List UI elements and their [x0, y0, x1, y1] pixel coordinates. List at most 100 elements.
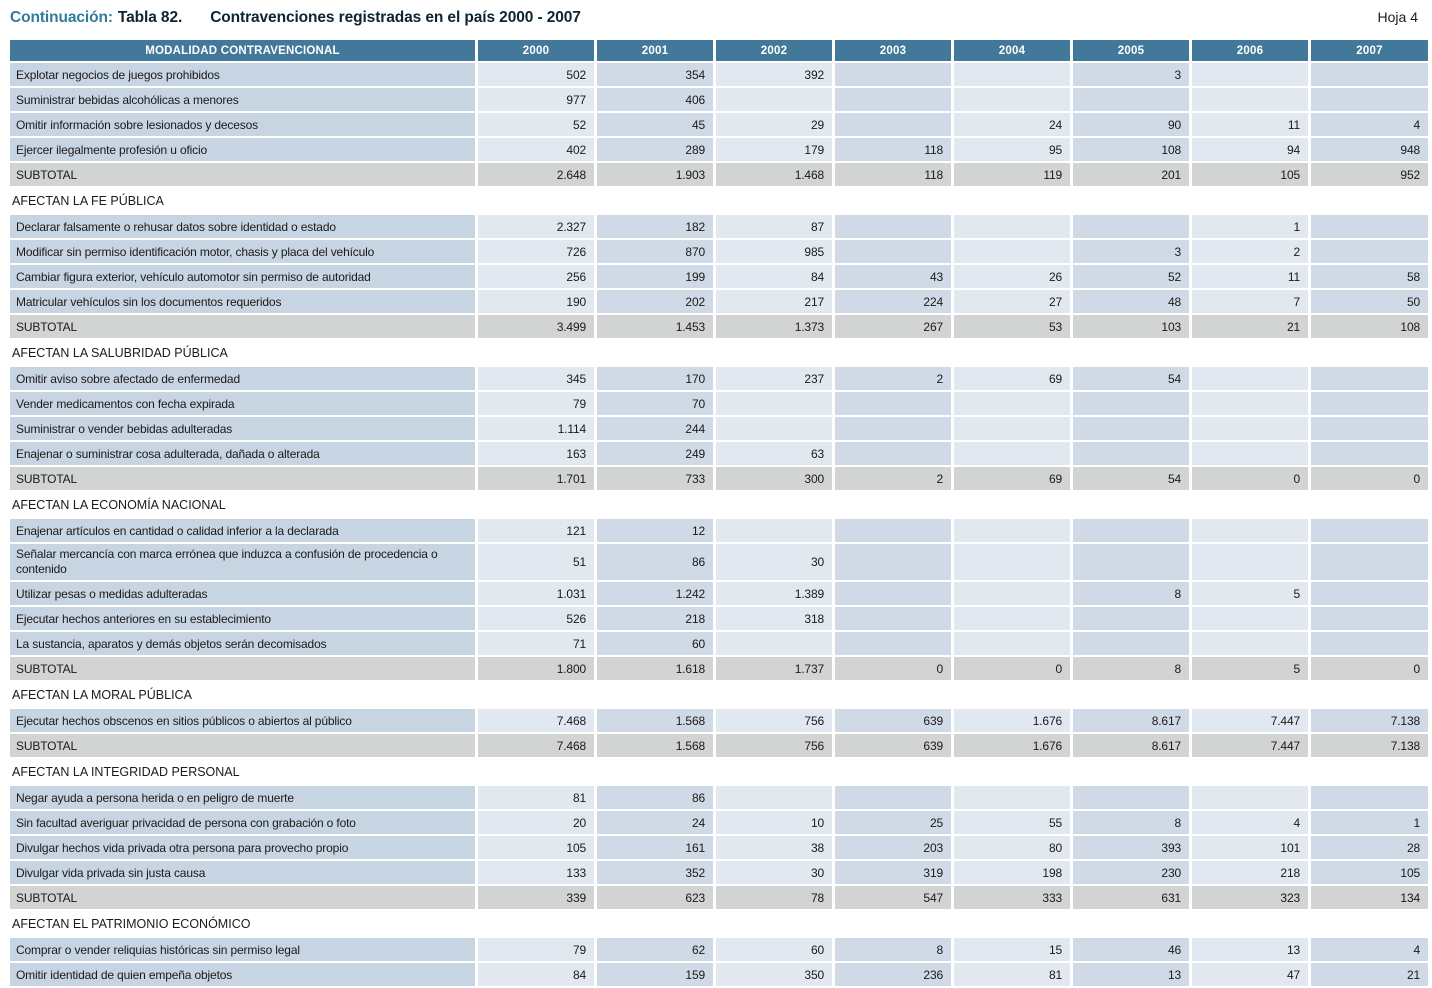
row-label: Matricular vehículos sin los documentos … [10, 290, 478, 315]
year-cell-2007 [1311, 544, 1428, 582]
year-cell-2003: 43 [835, 265, 954, 290]
year-cell-2004 [954, 442, 1073, 467]
subtotal-row: SUBTOTAL 1.701 733 300 2 69 54 0 0 [10, 467, 1428, 492]
year-cell-2007: 134 [1311, 886, 1428, 911]
row-label: Explotar negocios de juegos prohibidos [10, 63, 478, 88]
subtotal-row: SUBTOTAL 3.499 1.453 1.373 267 53 103 21 108 [10, 315, 1428, 340]
year-cell-2005 [1073, 786, 1192, 811]
year-cell-2001: 1.242 [597, 582, 716, 607]
year-cell-2000: 1.031 [478, 582, 597, 607]
year-cell-2006: 7.447 [1192, 709, 1311, 734]
year-cell-2003 [835, 215, 954, 240]
year-cell-2006: 11 [1192, 265, 1311, 290]
row-label: Suministrar o vender bebidas adulteradas [10, 417, 478, 442]
year-cell-2006 [1192, 392, 1311, 417]
section-row: AFECTAN LA INTEGRIDAD PERSONAL [10, 759, 1428, 786]
year-cell-2003 [835, 607, 954, 632]
year-cell-2006: 7.447 [1192, 734, 1311, 759]
year-cell-2006: 94 [1192, 138, 1311, 163]
section-title: AFECTAN LA FE PÚBLICA [10, 188, 1428, 215]
year-cell-2000: 52 [478, 113, 597, 138]
year-cell-2005: 52 [1073, 265, 1192, 290]
year-cell-2000: 3.499 [478, 315, 597, 340]
year-cell-2006 [1192, 442, 1311, 467]
page-title: Continuación: Tabla 82. Contravenciones re… [10, 9, 581, 27]
year-cell-2005: 201 [1073, 163, 1192, 188]
year-cell-2007: 0 [1311, 657, 1428, 682]
table-row: Divulgar vida privada sin justa causa 133… [10, 861, 1428, 886]
row-label: SUBTOTAL [10, 734, 478, 759]
year-cell-2005: 103 [1073, 315, 1192, 340]
year-cell-2004: 0 [954, 657, 1073, 682]
section-row: AFECTAN LA ECONOMÍA NACIONAL [10, 492, 1428, 519]
year-cell-2004 [954, 88, 1073, 113]
year-cell-2002: 318 [716, 607, 835, 632]
year-cell-2002: 217 [716, 290, 835, 315]
year-cell-2005: 230 [1073, 861, 1192, 886]
row-label: Ejecutar hechos obscenos en sitios públi… [10, 709, 478, 734]
year-cell-2007 [1311, 215, 1428, 240]
year-cell-2004: 80 [954, 836, 1073, 861]
year-cell-2003 [835, 88, 954, 113]
year-cell-2004: 333 [954, 886, 1073, 911]
subtotal-row: SUBTOTAL 1.800 1.618 1.737 0 0 8 5 0 [10, 657, 1428, 682]
year-cell-2002: 87 [716, 215, 835, 240]
subtotal-row: SUBTOTAL 2.648 1.903 1.468 118 119 201 105 952 [10, 163, 1428, 188]
year-cell-2005 [1073, 88, 1192, 113]
row-label: Vender medicamentos con fecha expirada [10, 392, 478, 417]
year-cell-2006 [1192, 88, 1311, 113]
year-cell-2003 [835, 417, 954, 442]
year-cell-2005 [1073, 392, 1192, 417]
year-cell-2007 [1311, 519, 1428, 544]
row-label: SUBTOTAL [10, 315, 478, 340]
table-row: Cambiar figura exterior, vehículo automo… [10, 265, 1428, 290]
year-cell-2004 [954, 240, 1073, 265]
year-cell-2006 [1192, 63, 1311, 88]
year-cell-2004: 81 [954, 963, 1073, 988]
year-cell-2001: 159 [597, 963, 716, 988]
year-cell-2005: 8 [1073, 811, 1192, 836]
year-cell-2002 [716, 632, 835, 657]
year-cell-2001: 12 [597, 519, 716, 544]
table-row: Enajenar artículos en cantidad o calidad… [10, 519, 1428, 544]
table-row: Explotar negocios de juegos prohibidos 50… [10, 63, 1428, 88]
year-cell-2005: 8.617 [1073, 709, 1192, 734]
year-cell-2002: 63 [716, 442, 835, 467]
year-cell-2007 [1311, 607, 1428, 632]
year-cell-2002: 38 [716, 836, 835, 861]
year-cell-2002: 350 [716, 963, 835, 988]
year-cell-2003: 118 [835, 138, 954, 163]
year-cell-2003: 236 [835, 963, 954, 988]
year-cell-2006: 11 [1192, 113, 1311, 138]
table-row: Comprar o vender reliquias históricas si… [10, 938, 1428, 963]
year-cell-2000: 20 [478, 811, 597, 836]
year-cell-2007: 21 [1311, 963, 1428, 988]
year-cell-2000: 1.114 [478, 417, 597, 442]
year-cell-2005: 3 [1073, 63, 1192, 88]
row-label: Divulgar vida privada sin justa causa [10, 861, 478, 886]
year-cell-2001: 182 [597, 215, 716, 240]
table-row: Señalar mercancía con marca errónea que … [10, 544, 1428, 582]
year-cell-2005: 46 [1073, 938, 1192, 963]
year-cell-2001: 24 [597, 811, 716, 836]
year-cell-2003: 319 [835, 861, 954, 886]
table-row: Ejecutar hechos anteriores en su estable… [10, 607, 1428, 632]
year-cell-2000: 79 [478, 938, 597, 963]
year-cell-2000: 190 [478, 290, 597, 315]
table-row: Utilizar pesas o medidas adulteradas 1.03… [10, 582, 1428, 607]
year-cell-2004 [954, 519, 1073, 544]
year-cell-2001: 199 [597, 265, 716, 290]
year-cell-2000: 71 [478, 632, 597, 657]
column-header-year-2002: 2002 [716, 40, 835, 63]
table-row: Sin facultad averiguar privacidad de per… [10, 811, 1428, 836]
row-label: Modificar sin permiso identificación mot… [10, 240, 478, 265]
row-label: Suministrar bebidas alcohólicas a menore… [10, 88, 478, 113]
table-row: Ejecutar hechos obscenos en sitios públi… [10, 709, 1428, 734]
year-cell-2000: 7.468 [478, 734, 597, 759]
year-cell-2003 [835, 582, 954, 607]
year-cell-2002: 985 [716, 240, 835, 265]
year-cell-2004: 53 [954, 315, 1073, 340]
table-row: Declarar falsamente o rehusar datos sobr… [10, 215, 1428, 240]
year-cell-2000: 163 [478, 442, 597, 467]
year-cell-2001: 289 [597, 138, 716, 163]
